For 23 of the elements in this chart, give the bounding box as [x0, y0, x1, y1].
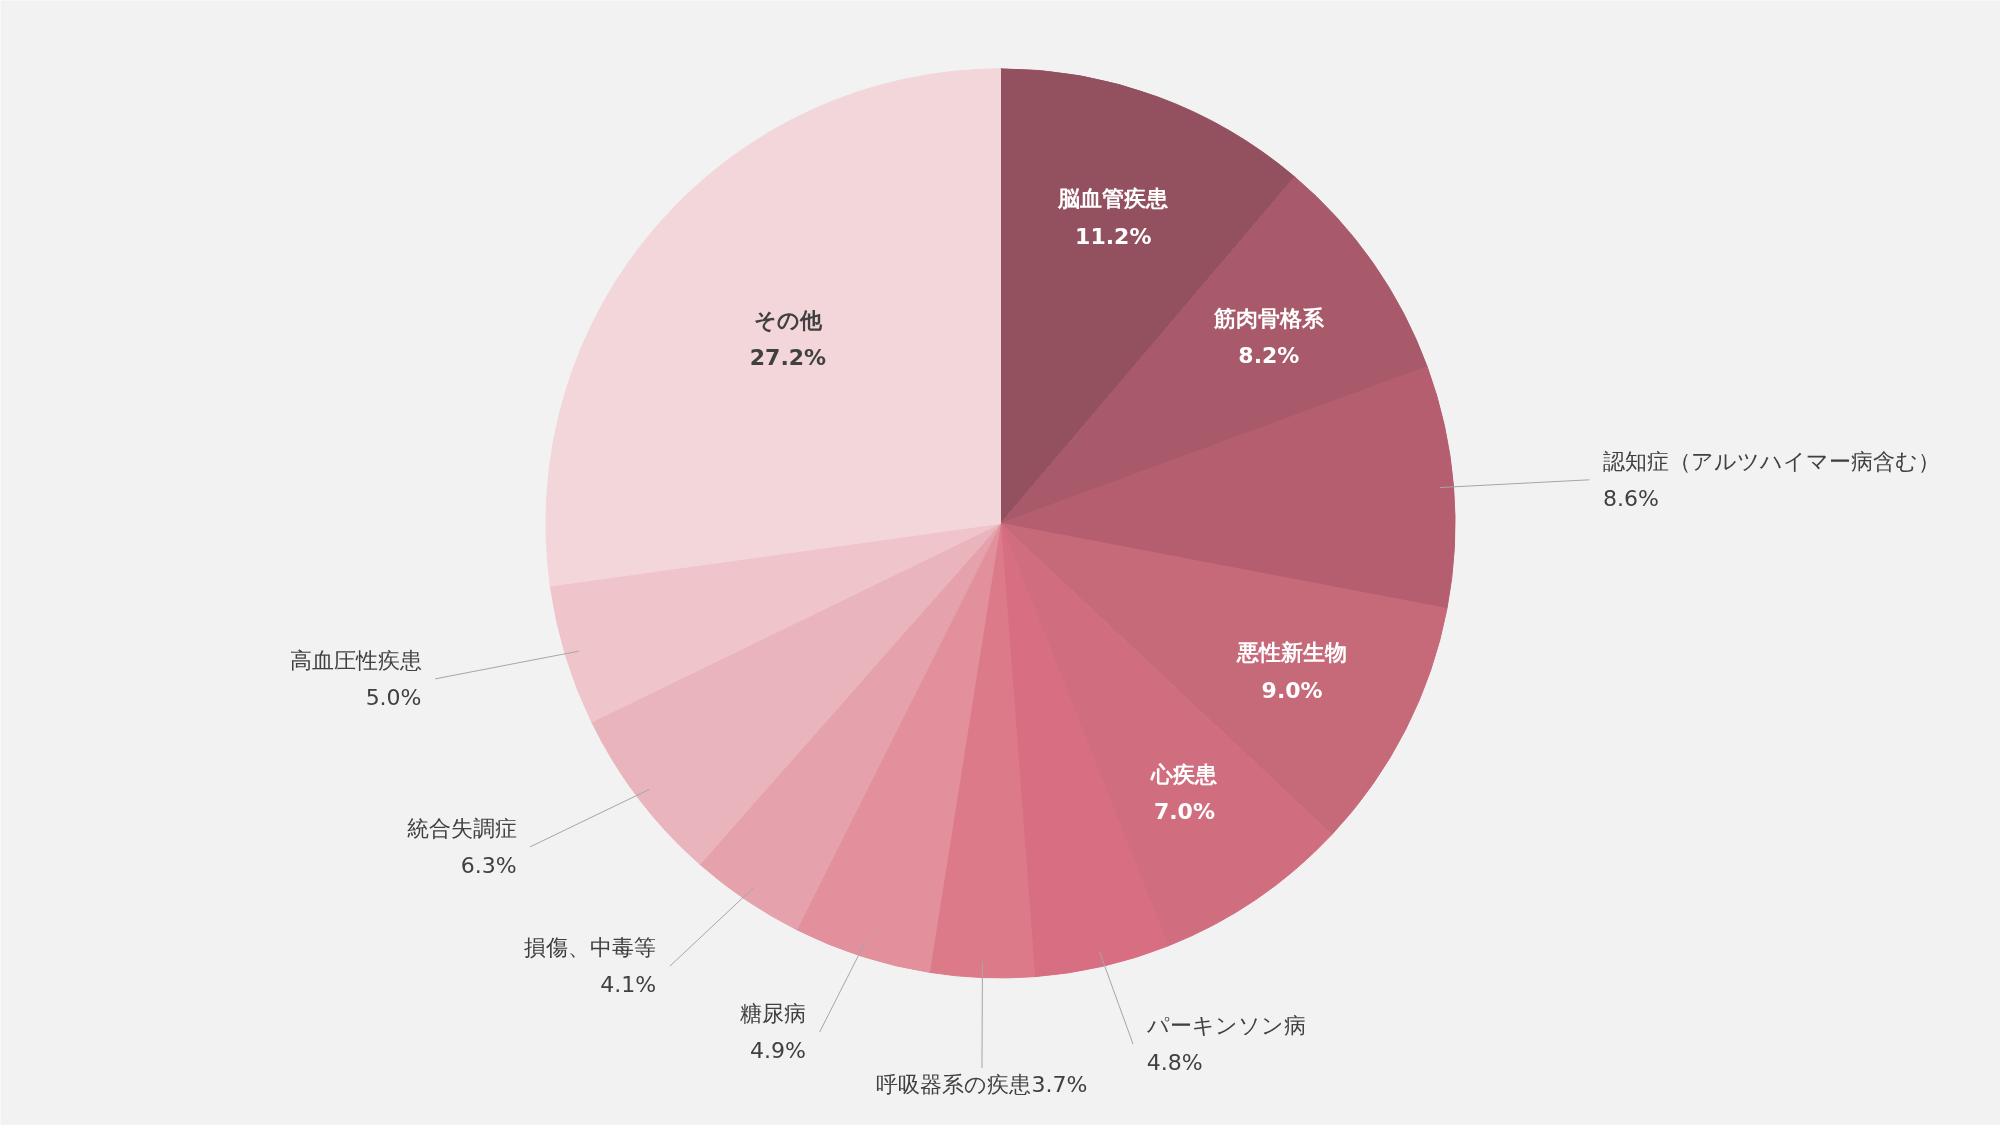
slice-label: 筋肉骨格系 [1212, 305, 1325, 331]
slice-label: 認知症（アルツハイマー病含む） [1603, 448, 1941, 474]
data-label: 6.3% [460, 853, 517, 879]
data-label: 27.2% [749, 345, 827, 371]
data-label: 8.2% [1238, 343, 1300, 369]
data-label: 11.2% [1075, 223, 1152, 249]
slice-label: 損傷、中毒等 [524, 934, 657, 960]
slice-label: 心疾患 [1150, 761, 1219, 787]
slice-label: 高血圧性疾患 [289, 647, 422, 673]
slice-label: その他 [753, 307, 823, 333]
slice-label: 統合失調症 [406, 815, 517, 841]
slice-label: 呼吸器系の疾患3.7% [876, 1072, 1088, 1098]
slice-label: 悪性新生物 [1236, 640, 1348, 666]
data-label: 9.0% [1261, 677, 1323, 703]
slice-label: 糖尿病 [740, 1000, 807, 1026]
slice-label: 脳血管疾患 [1057, 186, 1170, 212]
data-label: 4.8% [1146, 1050, 1203, 1076]
data-label: 4.9% [750, 1038, 807, 1064]
data-label: 5.0% [365, 685, 422, 711]
data-label: 8.6% [1603, 486, 1659, 512]
data-label: 7.0% [1153, 799, 1215, 825]
slice-label: パーキンソン病 [1145, 1012, 1306, 1038]
data-label: 4.1% [600, 972, 657, 998]
